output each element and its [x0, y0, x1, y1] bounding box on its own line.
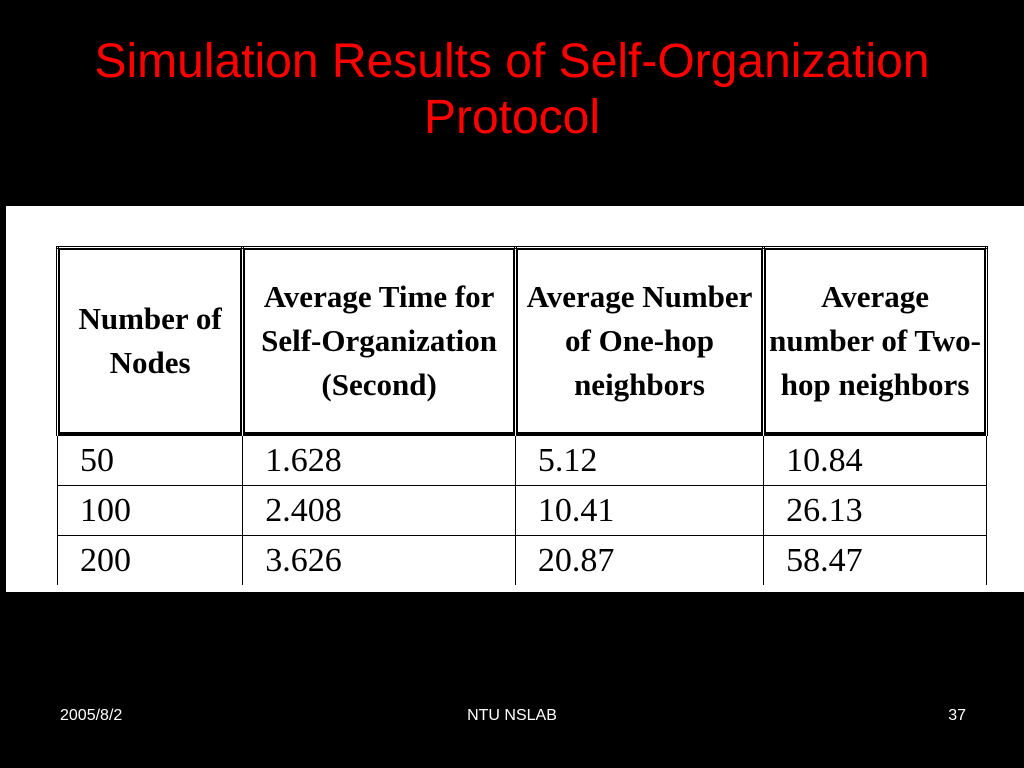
footer-date: 2005/8/2 — [60, 707, 123, 724]
header-one-hop-neighbors: Average Number of One-hop neighbors — [513, 246, 766, 436]
header-average-time: Average Time for Self-Organization (Seco… — [241, 246, 517, 436]
table-cell: 1.628 — [242, 434, 516, 486]
table-cell: 26.13 — [763, 485, 987, 536]
table-row: 200 3.626 20.87 58.47 — [56, 535, 987, 585]
header-number-of-nodes: Number of Nodes — [55, 246, 245, 436]
footer-page-number: 37 — [948, 707, 966, 724]
table-cell: 10.84 — [763, 434, 987, 486]
table-row: 100 2.408 10.41 26.13 — [56, 485, 987, 536]
results-table-image: Number of Nodes Average Time for Self-Or… — [6, 206, 1024, 592]
table-cell: 200 — [56, 535, 244, 585]
table-cell: 20.87 — [514, 535, 765, 585]
table-cell: 10.41 — [514, 485, 765, 536]
table-cell: 58.47 — [763, 535, 987, 585]
slide-title: Simulation Results of Self-Organization … — [94, 35, 930, 144]
table-cell: 3.626 — [242, 535, 516, 585]
table-cell: 5.12 — [514, 434, 765, 486]
table-header-row: Number of Nodes Average Time for Self-Or… — [55, 246, 988, 436]
table-cell: 100 — [56, 485, 244, 536]
header-two-hop-neighbors: Average number of Two-hop neighbors — [762, 246, 988, 436]
results-table: Number of Nodes Average Time for Self-Or… — [55, 246, 988, 585]
table-cell: 2.408 — [242, 485, 516, 536]
footer-organization: NTU NSLAB — [467, 707, 557, 724]
table-cell: 50 — [56, 434, 244, 486]
table-row: 50 1.628 5.12 10.84 — [56, 434, 987, 486]
